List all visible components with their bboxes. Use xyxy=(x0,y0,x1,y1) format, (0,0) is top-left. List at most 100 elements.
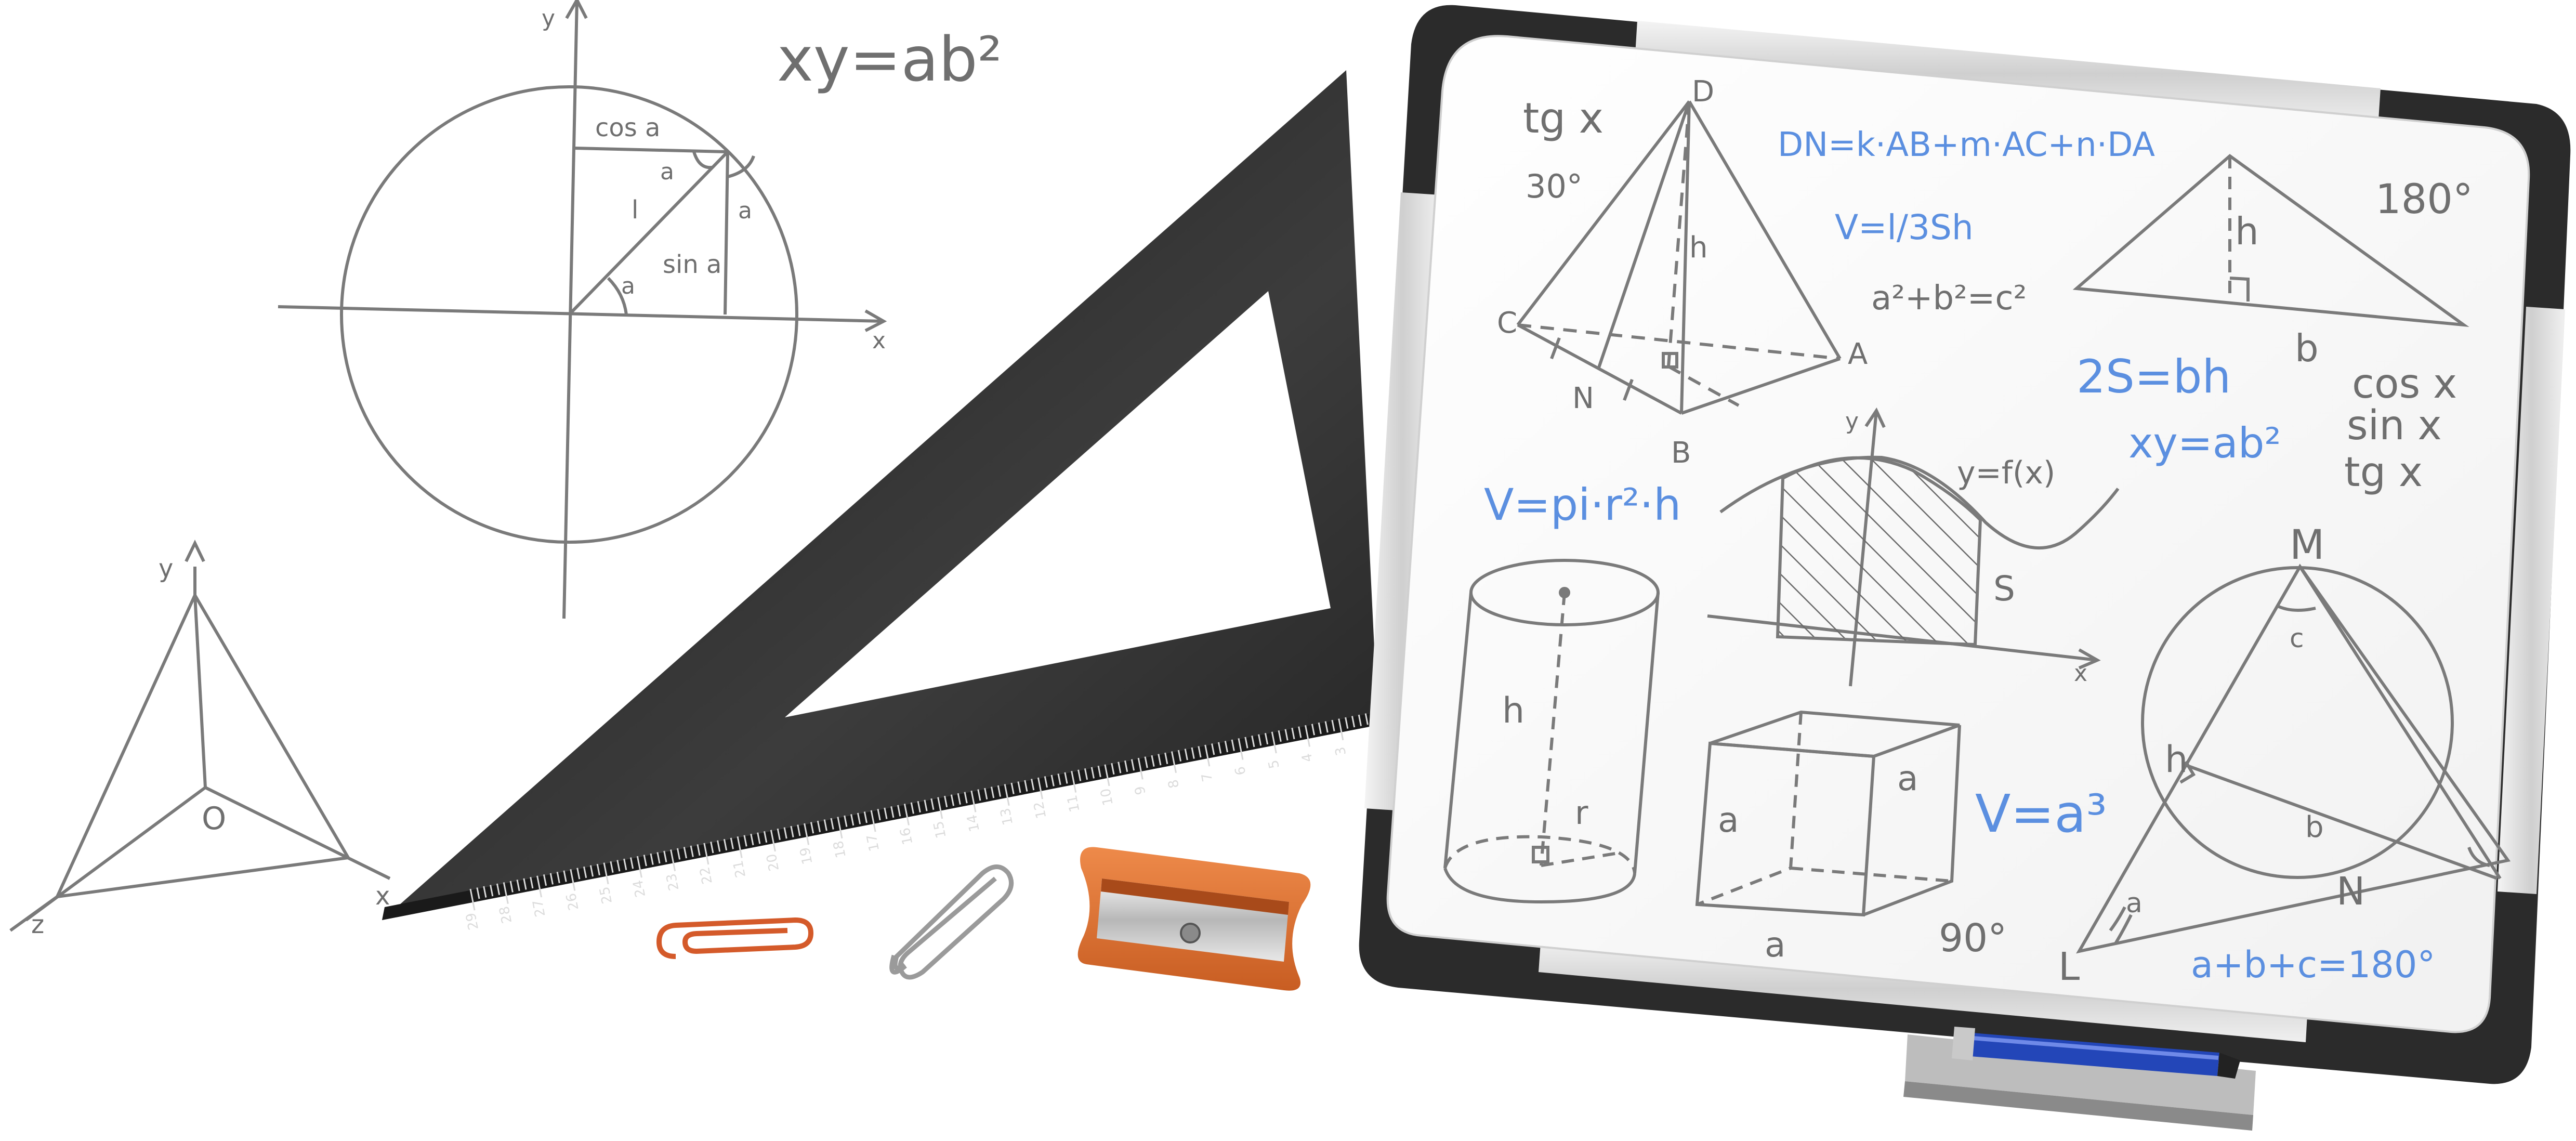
ruler-tick xyxy=(1351,716,1356,728)
ruler-tick xyxy=(897,805,901,817)
cos-label: cos a xyxy=(595,113,660,142)
ruler-tick xyxy=(696,844,701,856)
pyramid-drawing xyxy=(1516,100,1842,415)
ruler-number: 15 xyxy=(931,820,950,840)
ruler-tick xyxy=(1191,747,1195,759)
ruler-tick xyxy=(509,881,514,893)
ruler-tick xyxy=(1131,759,1135,771)
paperclip-icon xyxy=(656,917,814,959)
formula-xy-top: xy=ab² xyxy=(777,23,1002,95)
ruler-tick xyxy=(1345,717,1349,729)
cube-a-bottom: a xyxy=(1765,925,1785,965)
y-axis xyxy=(562,0,579,619)
ruler-tick xyxy=(1324,721,1329,733)
ruler-tick xyxy=(937,797,943,819)
ruler-tick xyxy=(1144,756,1148,768)
cube-drawing xyxy=(1695,710,1961,917)
trig-tg: tg x xyxy=(2344,449,2423,496)
pythagoras-formula: a²+b²=c² xyxy=(1871,279,2027,318)
ruler-tick xyxy=(903,804,910,825)
ruler-tick xyxy=(1318,722,1322,735)
ruler-tick xyxy=(1198,746,1202,758)
ruler-tick xyxy=(663,850,667,862)
ruler-tick xyxy=(1111,763,1115,775)
ruler-number: 7 xyxy=(1199,771,1216,783)
ruler-tick xyxy=(750,833,754,846)
ruler-number: 29 xyxy=(463,911,482,931)
angle-a: a xyxy=(2126,888,2143,919)
ruler-number: 5 xyxy=(1266,758,1283,770)
ruler-number: 10 xyxy=(1098,787,1116,807)
angle-c: c xyxy=(2290,623,2304,653)
ruler-tick xyxy=(476,887,480,899)
ruler-tick xyxy=(1305,725,1311,747)
ruler-tick xyxy=(1118,762,1122,773)
ruler-number: 28 xyxy=(496,905,515,925)
circle-point-m: M xyxy=(2290,522,2324,569)
triangle-h: h xyxy=(2235,209,2259,253)
cos-line xyxy=(574,147,728,153)
ruler-tick xyxy=(964,792,968,804)
graph-s-label: S xyxy=(1993,569,2015,609)
ruler-tick xyxy=(1164,752,1168,764)
cube-a-left: a xyxy=(1718,800,1739,840)
ruler-tick xyxy=(884,807,888,819)
ruler-tick xyxy=(804,823,810,845)
ruler-tick xyxy=(863,811,868,823)
ruler-tick xyxy=(1204,744,1211,767)
ruler-tick xyxy=(870,810,876,832)
ruler-number: 24 xyxy=(630,878,649,898)
ruler-tick xyxy=(890,806,895,818)
tg-x-top: tg x xyxy=(1523,94,1604,142)
radius-line xyxy=(570,150,729,313)
ruler-tick xyxy=(1284,729,1289,741)
ruler-tick xyxy=(1037,777,1043,799)
ruler-tick xyxy=(629,857,634,869)
pyramid-a: A xyxy=(1848,337,1868,371)
marker-pen[interactable] xyxy=(1952,1027,2240,1079)
ruler-number: 22 xyxy=(697,865,716,885)
graph-fx-label: y=f(x) xyxy=(1957,455,2055,491)
tripod-y-axis xyxy=(193,595,207,788)
vector-formula: DN=k·AB+m·AC+n·DA xyxy=(1778,126,2155,164)
ruler-tick xyxy=(469,888,476,911)
paperclip-silver[interactable] xyxy=(889,864,1014,980)
angle-b: b xyxy=(2305,810,2324,844)
ruler-number: 20 xyxy=(764,853,783,872)
ruler-number: 18 xyxy=(831,840,849,859)
triangle-b: b xyxy=(2295,326,2319,370)
ruler-tick xyxy=(1084,768,1088,780)
tripod-z-label: z xyxy=(31,910,44,939)
pencil-sharpener[interactable] xyxy=(1077,847,1311,991)
ruler-tick xyxy=(764,831,768,843)
ruler-tick xyxy=(643,855,647,867)
pyramid-d: D xyxy=(1692,75,1714,109)
ruler-tick xyxy=(1010,782,1015,794)
ruler-tick xyxy=(997,785,1001,797)
ruler-tick xyxy=(1338,718,1344,741)
cylinder-r: r xyxy=(1575,794,1588,832)
ruler-tick xyxy=(650,853,654,865)
ruler-tick xyxy=(1258,734,1262,746)
frame-rail-right xyxy=(2498,307,2565,894)
ruler-tick xyxy=(857,812,861,824)
circle-point-l: L xyxy=(2058,945,2080,989)
ruler-tick xyxy=(1104,764,1110,786)
set-square-ruler: 29 28 27 26 25 24 23 22 21 20 19 18 17 16 15 14 13 12 11 10… xyxy=(382,70,1383,932)
ruler-tick xyxy=(1071,771,1077,793)
ruler-tick xyxy=(603,862,609,885)
ruler-tick xyxy=(1057,773,1061,785)
ruler-tick xyxy=(1004,784,1010,806)
cylinder-drawing xyxy=(1443,559,1660,904)
ruler-tick xyxy=(823,819,827,831)
ruler-tick xyxy=(1358,714,1362,726)
ruler-number: 23 xyxy=(664,872,682,892)
ruler-tick xyxy=(589,865,594,877)
paperclip-orange[interactable] xyxy=(656,917,814,959)
ruler-number: 14 xyxy=(964,813,983,833)
ruler-tick xyxy=(1291,727,1295,740)
ruler-tick xyxy=(556,871,560,884)
graph-y-label: y xyxy=(1845,408,1859,435)
ruler-tick xyxy=(797,824,801,836)
ruler-tick xyxy=(924,799,928,811)
